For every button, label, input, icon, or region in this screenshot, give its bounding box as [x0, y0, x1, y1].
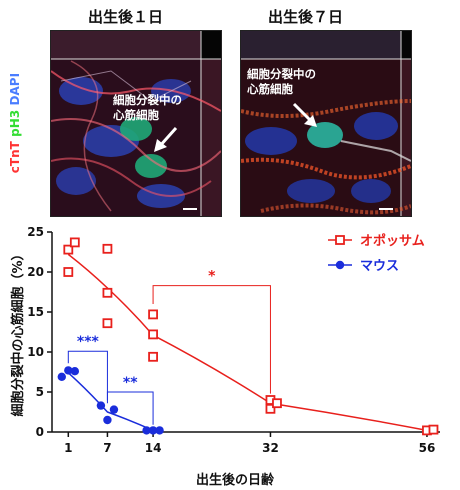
x-tick-label: 56 — [419, 441, 436, 455]
data-point — [148, 426, 158, 435]
significance-bracket — [106, 391, 154, 425]
data-point — [428, 424, 439, 435]
stain-label-part: pH3 — [8, 110, 22, 137]
stain-label-part: DAPI — [8, 73, 22, 106]
data-point — [63, 267, 74, 277]
arrow-icon-day1 — [154, 126, 178, 152]
annotation-day1: 細胞分裂中の 心筋細胞 — [113, 93, 182, 123]
significance-label: * — [208, 269, 216, 285]
x-tick-label: 7 — [103, 441, 111, 455]
micrograph-day1-image — [51, 31, 221, 216]
significance-label: ** — [123, 375, 138, 391]
y-tick-label: 15 — [27, 305, 44, 319]
y-tick-label: 5 — [36, 385, 44, 399]
stain-label: WGA/cTnT/pH3/DAPI — [6, 32, 24, 212]
y-tick-label: 20 — [27, 265, 44, 279]
data-point — [148, 309, 158, 320]
legend-marker — [335, 235, 345, 245]
y-tick-label: 25 — [27, 225, 44, 239]
annotation-day1-line2: 心筋細胞 — [113, 108, 159, 122]
significance-bracket — [67, 350, 108, 400]
annotation-day1-line1: 細胞分裂中の — [113, 93, 182, 107]
significance-bracket — [152, 285, 271, 394]
arrow-icon-day7 — [292, 102, 317, 127]
stain-label-part: / — [8, 105, 22, 110]
data-point — [265, 403, 276, 414]
data-point — [109, 405, 119, 414]
data-point — [142, 426, 151, 435]
data-point — [103, 415, 112, 425]
data-point — [155, 426, 164, 435]
x-tick-label: 32 — [262, 441, 279, 455]
significance-brackets: ****** — [67, 269, 271, 425]
legend-label: オポッサム — [360, 233, 425, 249]
panel-title-day7: 出生後７日 — [268, 8, 344, 26]
stain-label-part: cTnT — [8, 140, 22, 173]
x-axis-label: 出生後の日齢 — [196, 472, 275, 488]
data-point — [63, 244, 74, 255]
stain-label-part: WGA/ — [8, 173, 22, 210]
stain-label-part: / — [8, 136, 22, 141]
annotation-day7: 細胞分裂中の 心筋細胞 — [247, 67, 316, 97]
data-point — [148, 329, 158, 340]
y-tick-label: 10 — [27, 345, 44, 359]
data-point — [102, 243, 113, 254]
data-point — [64, 366, 73, 375]
data-point — [272, 398, 282, 409]
micrograph-day7-image — [241, 31, 411, 216]
svg-text:WGA/cTnT/pH3/DAPI: WGA/cTnT/pH3/DAPI — [8, 73, 22, 210]
significance-label: *** — [77, 334, 100, 350]
x-tick-label: 14 — [145, 441, 162, 455]
data-point — [70, 367, 80, 376]
x-tick-label: 1 — [64, 441, 72, 455]
data-point — [148, 351, 158, 362]
data-point — [102, 287, 113, 298]
y-tick-label: 0 — [36, 425, 44, 439]
trend-line — [67, 372, 154, 432]
annotation-day7-line2: 心筋細胞 — [247, 82, 293, 96]
chart-axes: 0 5 10 15 20 25 1 7 14 32 56 — [27, 225, 440, 455]
data-point — [96, 401, 106, 410]
data-point — [57, 372, 66, 381]
trend-line — [67, 253, 428, 432]
legend-label: マウス — [360, 259, 399, 274]
micrograph-day1: 細胞分裂中の 心筋細胞 — [50, 30, 222, 217]
annotation-day7-line1: 細胞分裂中の — [247, 67, 316, 81]
data-point — [102, 318, 113, 329]
micrograph-day7: 細胞分裂中の 心筋細胞 — [240, 30, 412, 217]
chart-series — [57, 237, 439, 436]
legend-marker — [335, 260, 345, 270]
data-point — [69, 237, 80, 248]
y-axis-label: 細胞分裂中の心筋細胞（%） — [10, 247, 26, 416]
panel-title-day1: 出生後１日 — [88, 8, 164, 26]
